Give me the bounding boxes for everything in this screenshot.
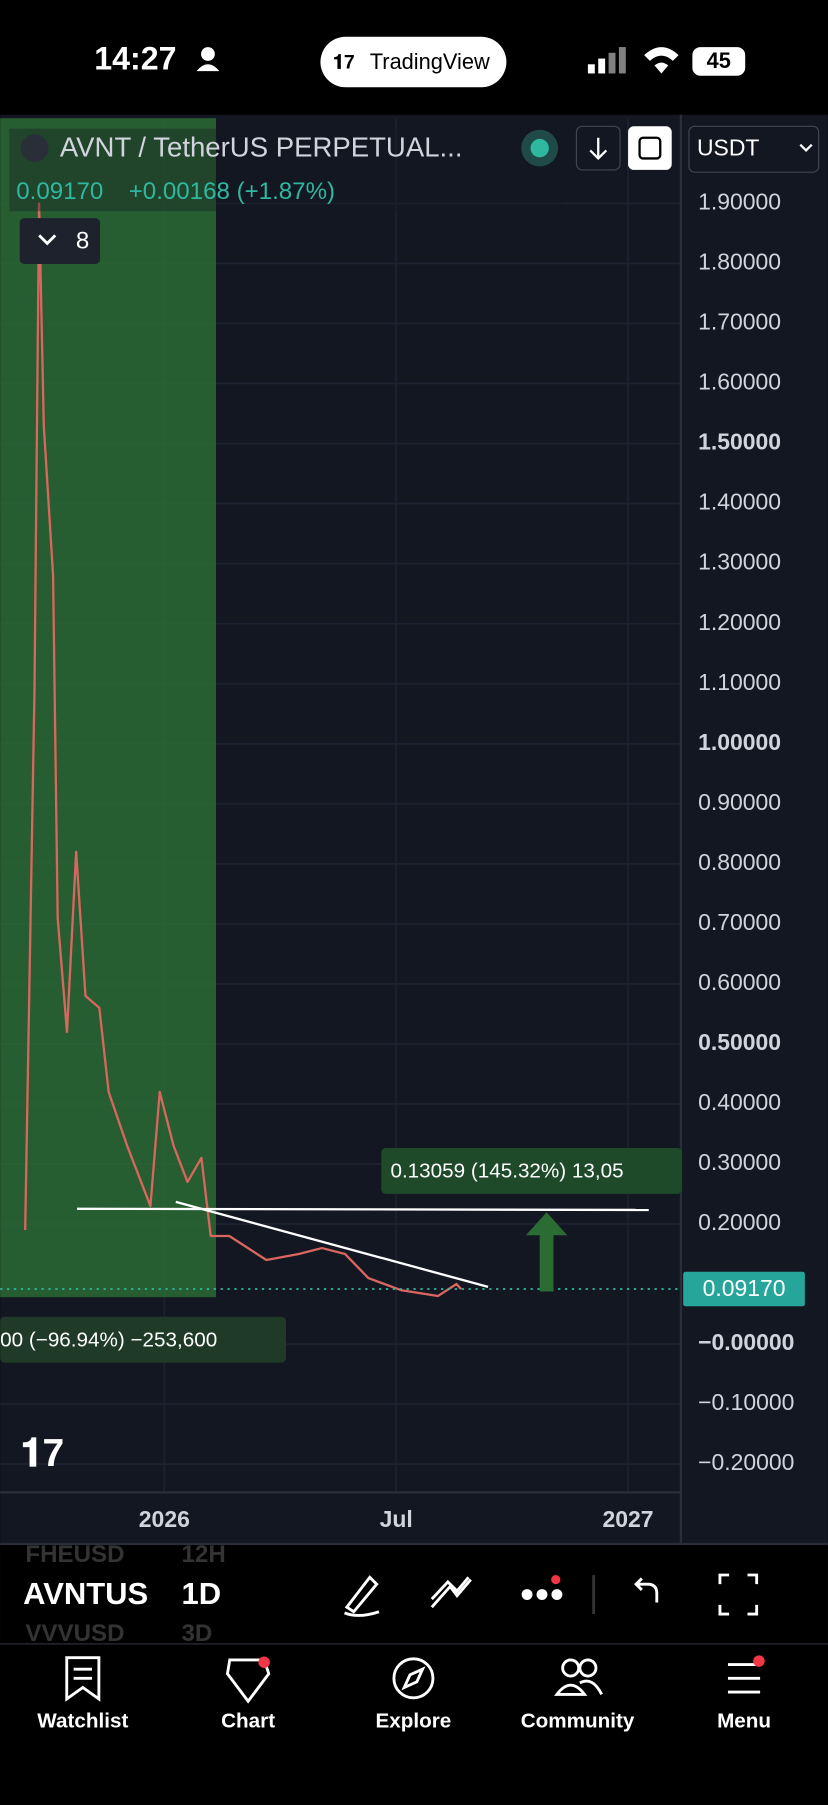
y-tick-label: 0.60000	[698, 969, 781, 995]
tab[interactable]: Menu	[717, 1709, 771, 1732]
y-tick-label: 1.00000	[698, 729, 781, 755]
symbol-title[interactable]: AVNT / TetherUS PERPETUAL...	[60, 132, 463, 163]
badge	[551, 1575, 561, 1585]
battery	[692, 47, 746, 76]
date-range-highlight	[0, 118, 216, 1298]
y-tick-label: −0.20000	[698, 1449, 794, 1475]
tab-bar	[0, 1643, 828, 1800]
coin-icon	[20, 134, 49, 162]
app-name: TradingView	[370, 49, 490, 74]
x-tick-label: 2026	[139, 1506, 190, 1532]
measure-label	[0, 1316, 287, 1363]
watchlist-icon	[65, 1656, 101, 1702]
y-tick-label: −0.10000	[698, 1389, 794, 1415]
y-tick-label: 0.50000	[698, 1029, 781, 1055]
community-icon	[578, 1658, 598, 1678]
brush-icon[interactable]	[343, 1575, 380, 1617]
measure-label	[381, 1147, 683, 1194]
tab-icons	[65, 1656, 761, 1704]
ghost-interval: 3D	[182, 1620, 213, 1647]
lines-icon[interactable]	[430, 1576, 472, 1609]
tab[interactable]: Chart	[221, 1709, 275, 1732]
last-price: 0.09170	[16, 178, 103, 205]
last-price-tag	[683, 1271, 805, 1307]
tab[interactable]: Watchlist	[37, 1709, 128, 1732]
price-change: +0.00168 (+1.87%)	[129, 178, 335, 205]
ghost-symbol: VVVUSD	[25, 1620, 124, 1647]
tab-labels: Watchlist Chart Explore Community Menu	[37, 1709, 771, 1732]
tv-watermark: 𝟏7	[21, 1432, 64, 1475]
y-tick-label: 1.40000	[698, 489, 781, 515]
toolbar-symbol[interactable]: AVNTUS	[23, 1576, 148, 1611]
fullscreen-icon	[638, 136, 662, 160]
app-pill[interactable]	[320, 36, 507, 88]
measure-text: 0.13059 (145.32%) 13,05	[390, 1160, 623, 1183]
measure-text: 00 (−96.94%) −253,600	[0, 1328, 217, 1351]
clock: 14:27	[94, 40, 176, 76]
y-tick-label: 1.70000	[698, 309, 781, 335]
indicator-count: 8	[76, 228, 89, 255]
ghost-symbol: FHEUSD	[25, 1541, 124, 1568]
battery-level: 45	[707, 48, 731, 73]
toolbar-icons	[343, 1573, 759, 1617]
chevron	[38, 234, 57, 246]
badge	[753, 1655, 765, 1667]
explore-icon	[401, 1666, 426, 1691]
horizontal-drawing[interactable]	[77, 1207, 649, 1212]
chevron	[799, 143, 813, 153]
undo-icon[interactable]	[634, 1577, 659, 1603]
y-tick-label: 0.30000	[698, 1149, 781, 1175]
y-tick-label: 1.80000	[698, 249, 781, 275]
explore-icon	[392, 1657, 435, 1700]
y-tick-label: 0.20000	[698, 1209, 781, 1235]
price-line	[24, 202, 462, 1298]
long-arrow	[525, 1212, 568, 1292]
community-icon	[554, 1679, 603, 1696]
trend-line[interactable]	[175, 1200, 489, 1288]
currency-select[interactable]	[688, 125, 820, 173]
y-tick-label: −0.00000	[698, 1329, 794, 1355]
more-icon	[536, 1589, 548, 1600]
person-icon	[196, 64, 220, 72]
y-tick-label: 0.90000	[698, 789, 781, 815]
ghost-interval: 12H	[182, 1541, 226, 1568]
y-tick-label: 0.40000	[698, 1089, 781, 1115]
y-tick-label: 1.20000	[698, 609, 781, 635]
market-status-dot	[530, 138, 549, 158]
currency: USDT	[697, 134, 759, 160]
badge	[258, 1656, 270, 1668]
tab[interactable]: Community	[521, 1709, 635, 1732]
legend-bg	[9, 128, 563, 212]
plot	[0, 202, 681, 1298]
y-tick-label: 1.60000	[698, 369, 781, 395]
y-tick-label: 0.80000	[698, 849, 781, 875]
x-tick-label: Jul	[380, 1506, 413, 1532]
download-icon	[589, 137, 608, 161]
tab[interactable]: Explore	[376, 1709, 452, 1732]
expand-icon[interactable]	[718, 1573, 759, 1616]
signal-icon	[587, 47, 626, 74]
x-tick-label: 2027	[603, 1506, 654, 1532]
wifi-icon	[644, 47, 679, 74]
y-tick-label: 1.30000	[698, 549, 781, 575]
fullscreen-button[interactable]	[628, 126, 672, 170]
chart-icon	[225, 1658, 271, 1704]
toolbar-interval[interactable]: 1D	[182, 1576, 222, 1611]
app-logo: 𝟏7	[333, 51, 355, 73]
y-tick-label: 0.70000	[698, 909, 781, 935]
more-icon[interactable]	[521, 1589, 533, 1600]
person-icon	[201, 47, 215, 61]
y-tick-label: 1.10000	[698, 669, 781, 695]
indicators-toggle[interactable]	[19, 218, 101, 265]
more-icon	[551, 1589, 563, 1600]
y-tick-label: 1.50000	[698, 429, 781, 455]
last-price-label: 0.09170	[703, 1275, 786, 1301]
toolbar	[0, 1545, 828, 1644]
y-tick-label: 1.90000	[698, 189, 781, 215]
